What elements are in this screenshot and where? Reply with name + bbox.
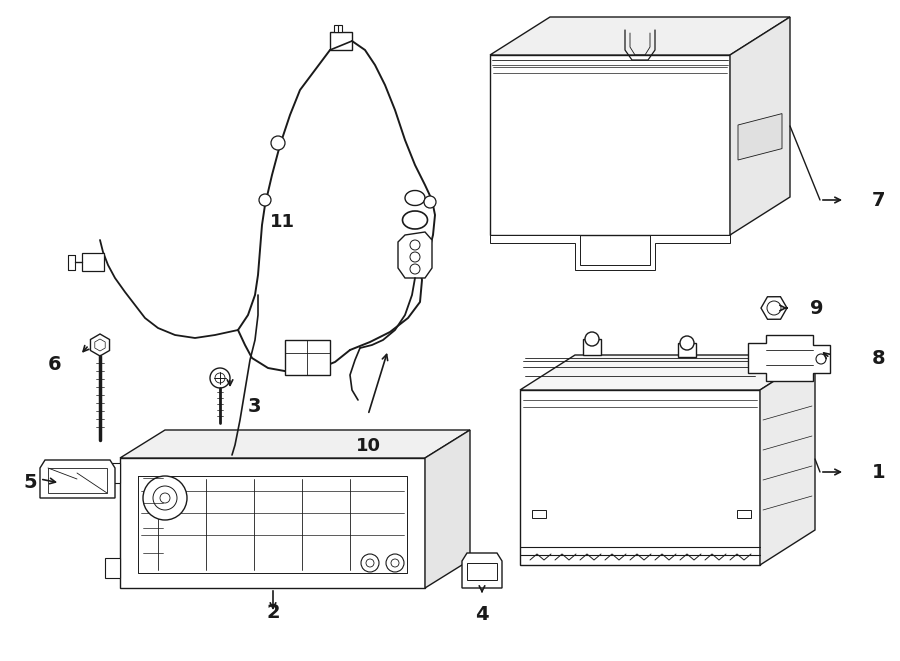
Text: 2: 2: [266, 602, 280, 621]
Circle shape: [153, 486, 177, 510]
Circle shape: [410, 264, 420, 274]
Bar: [330, 32, 352, 50]
Bar: [285, 340, 330, 375]
Polygon shape: [520, 390, 760, 565]
Text: 9: 9: [810, 299, 824, 317]
Polygon shape: [730, 17, 790, 235]
Text: 6: 6: [49, 356, 62, 375]
Text: 5: 5: [23, 473, 37, 492]
Polygon shape: [738, 114, 782, 160]
Polygon shape: [748, 335, 830, 381]
Circle shape: [391, 559, 399, 567]
Circle shape: [143, 476, 187, 520]
Polygon shape: [490, 17, 790, 55]
Circle shape: [259, 194, 271, 206]
Circle shape: [410, 240, 420, 250]
Polygon shape: [398, 232, 432, 278]
Polygon shape: [120, 430, 470, 458]
Polygon shape: [462, 553, 502, 588]
Text: 7: 7: [872, 190, 886, 210]
Polygon shape: [520, 355, 815, 390]
Polygon shape: [105, 558, 120, 578]
Text: 3: 3: [248, 397, 262, 416]
Circle shape: [361, 554, 379, 572]
Text: 4: 4: [475, 605, 489, 623]
Bar: [532, 510, 546, 518]
Polygon shape: [105, 463, 120, 483]
Bar: [583, 339, 601, 355]
Circle shape: [210, 368, 230, 388]
Circle shape: [410, 252, 420, 262]
Circle shape: [160, 493, 170, 503]
Polygon shape: [120, 458, 425, 588]
Text: 8: 8: [872, 348, 886, 368]
Bar: [467, 563, 497, 580]
Polygon shape: [490, 55, 730, 235]
Text: 11: 11: [270, 213, 295, 231]
Circle shape: [424, 196, 436, 208]
Bar: [678, 343, 696, 357]
Circle shape: [680, 336, 694, 350]
Polygon shape: [48, 468, 107, 493]
Circle shape: [366, 559, 374, 567]
Bar: [82, 253, 104, 271]
Polygon shape: [760, 355, 815, 565]
Circle shape: [271, 136, 285, 150]
Circle shape: [816, 354, 826, 364]
Polygon shape: [490, 235, 730, 270]
Text: 1: 1: [872, 463, 886, 481]
Polygon shape: [425, 430, 470, 588]
Circle shape: [585, 332, 599, 346]
Polygon shape: [40, 460, 115, 498]
Text: 10: 10: [356, 437, 381, 455]
Bar: [737, 510, 751, 518]
Circle shape: [386, 554, 404, 572]
Bar: [334, 25, 342, 32]
Circle shape: [767, 301, 781, 315]
Circle shape: [215, 373, 225, 383]
